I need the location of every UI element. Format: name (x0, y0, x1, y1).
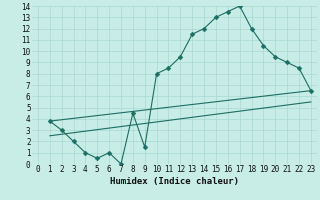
X-axis label: Humidex (Indice chaleur): Humidex (Indice chaleur) (110, 177, 239, 186)
